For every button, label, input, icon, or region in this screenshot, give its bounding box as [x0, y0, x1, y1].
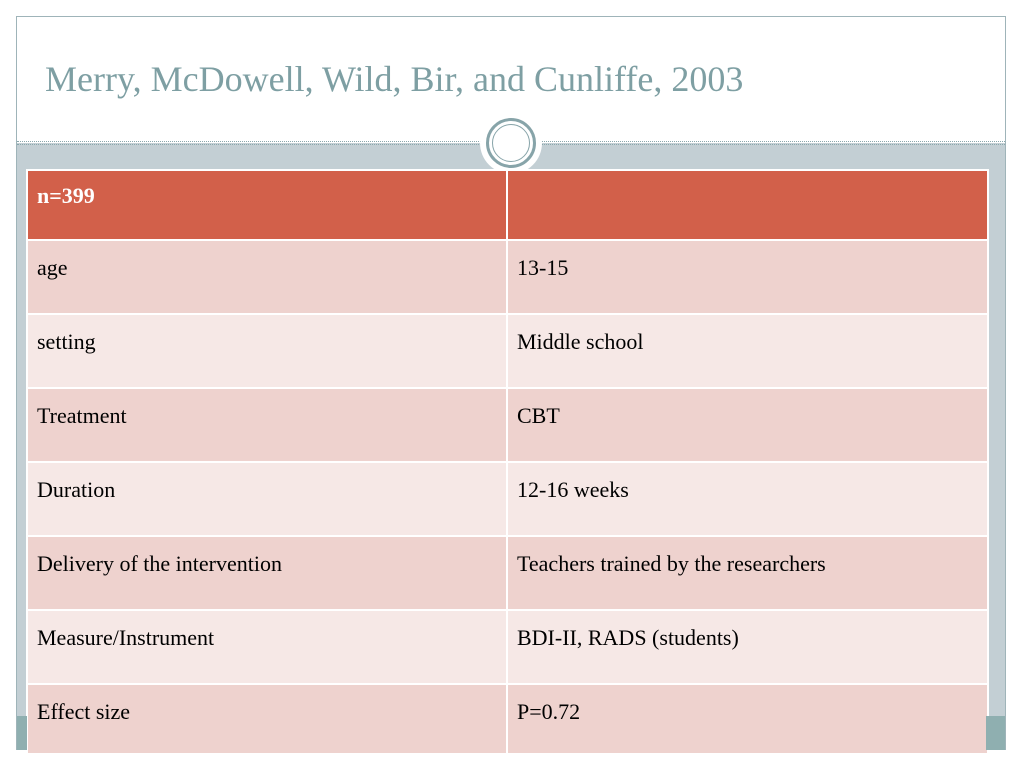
table-row: Treatment CBT [26, 387, 989, 463]
row-label: setting [26, 313, 508, 389]
row-label: Measure/Instrument [26, 609, 508, 685]
table-row: Effect size P=0.72 [26, 683, 989, 755]
footer-accent-right [986, 716, 1005, 750]
row-label: age [26, 239, 508, 315]
row-value: P=0.72 [506, 683, 989, 755]
circle-ornament-inner-icon [492, 124, 530, 162]
row-value: CBT [506, 387, 989, 463]
row-value: 12-16 weeks [506, 461, 989, 537]
table-row: Measure/Instrument BDI-II, RADS (student… [26, 609, 989, 685]
row-label: Effect size [26, 683, 508, 755]
table-row: Duration 12-16 weeks [26, 461, 989, 537]
slide-title: Merry, McDowell, Wild, Bir, and Cunliffe… [45, 59, 744, 99]
table-header-row: n=399 [26, 169, 989, 241]
table-header-cell: n=399 [26, 169, 508, 241]
row-value: Middle school [506, 313, 989, 389]
row-value: Teachers trained by the researchers [506, 535, 989, 611]
row-label: Treatment [26, 387, 508, 463]
table-row: Delivery of the intervention Teachers tr… [26, 535, 989, 611]
row-label: Duration [26, 461, 508, 537]
table-header-cell [506, 169, 989, 241]
table-row: age 13-15 [26, 239, 989, 315]
row-value: 13-15 [506, 239, 989, 315]
table-row: setting Middle school [26, 313, 989, 389]
row-label: Delivery of the intervention [26, 535, 508, 611]
row-value: BDI-II, RADS (students) [506, 609, 989, 685]
footer-accent-left [17, 716, 27, 750]
study-table: n=399 age 13-15 setting Middle school Tr… [26, 169, 989, 755]
